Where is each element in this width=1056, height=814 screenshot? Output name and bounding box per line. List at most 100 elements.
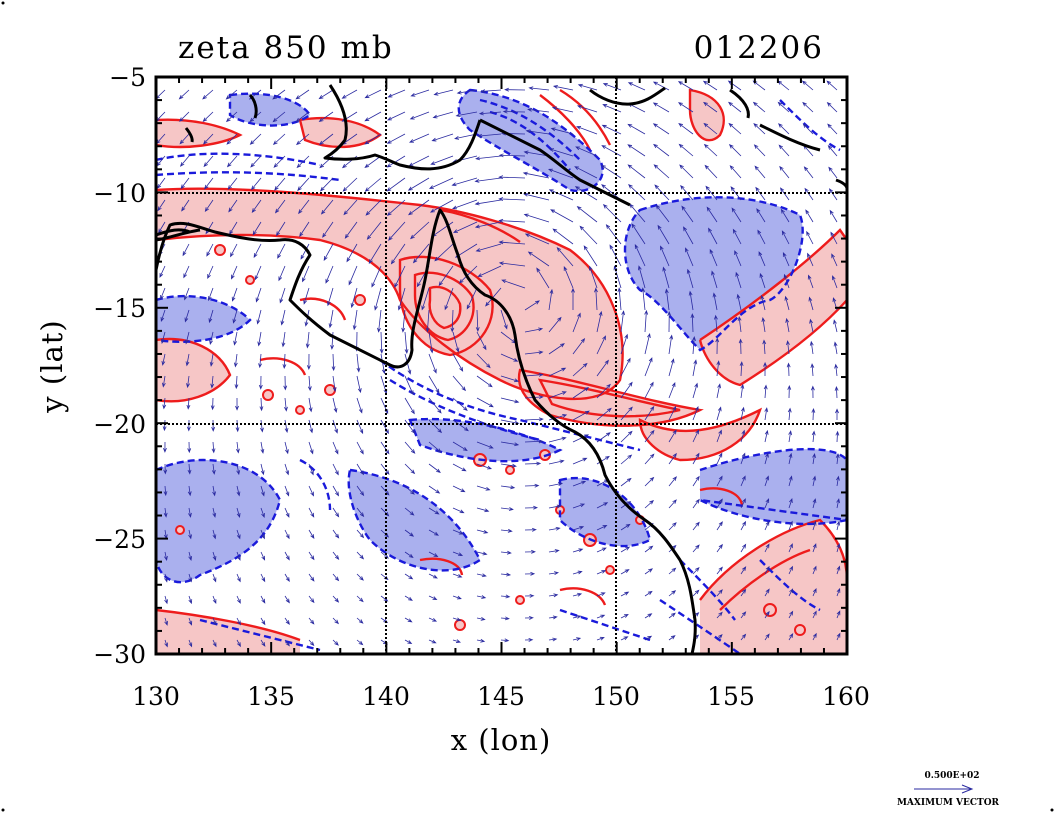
wind-vector-arrow (498, 261, 526, 267)
wind-vector-arrow (779, 165, 790, 179)
wind-vector-arrow (787, 385, 792, 399)
wind-vector-arrow (260, 639, 266, 647)
wind-vector-arrow (716, 498, 723, 509)
wind-vector-arrow (236, 617, 241, 626)
wind-vector-arrow (500, 616, 510, 621)
wind-vector-arrow (524, 350, 544, 355)
wind-vector-arrow (283, 375, 288, 391)
wind-vector-arrow (308, 595, 315, 604)
wind-vector-arrow (407, 177, 430, 191)
wind-vector-arrow (644, 332, 651, 355)
wind-vector-arrow (524, 571, 536, 576)
wind-vector-arrow (596, 502, 609, 509)
wind-vector-arrow (668, 452, 677, 465)
wind-vector-arrow (740, 543, 747, 553)
wind-vector-arrow (524, 233, 550, 245)
wind-vector-arrow (163, 441, 167, 453)
wind-vector-arrow (627, 123, 646, 135)
wind-vector-arrow (803, 166, 814, 179)
wind-vector-arrow (255, 287, 262, 303)
wind-vector-arrow (740, 520, 747, 531)
wind-vector-arrow (831, 253, 838, 267)
x-tick-label: 155 (707, 682, 755, 711)
wind-vector-arrow (277, 243, 286, 259)
wind-vector-arrow (667, 311, 672, 333)
wind-vector-arrow (500, 463, 517, 468)
wind-vector-arrow (485, 287, 502, 307)
wind-vector-arrow (686, 268, 694, 289)
wind-vector-arrow (548, 414, 568, 421)
wind-vector-arrow (498, 175, 526, 180)
wind-vector-arrow (397, 287, 406, 311)
wind-vector-arrow (428, 441, 442, 453)
wind-vector-arrow (188, 617, 193, 626)
wind-vector-arrow (788, 543, 793, 553)
wind-vector-arrow (404, 419, 416, 434)
wind-vector-arrow (226, 155, 238, 168)
wind-vector-arrow (668, 382, 676, 399)
wind-vector-arrow (575, 146, 598, 157)
wind-vector-arrow (250, 155, 262, 168)
wind-vector-arrow (256, 309, 262, 325)
wind-vector-arrow (500, 572, 512, 577)
wind-vector-arrow (235, 441, 240, 454)
wind-vector-arrow (181, 199, 190, 212)
wind-vector-arrow (228, 199, 238, 213)
wind-vector-arrow (692, 382, 699, 399)
wind-vector-arrow (836, 543, 841, 553)
wind-vector-arrow (830, 231, 838, 245)
wind-vector-arrow (602, 104, 622, 113)
wind-vector-arrow (728, 143, 742, 157)
wind-vector-arrow (804, 187, 814, 201)
wind-vector-arrow (716, 634, 723, 641)
wind-vector-arrow (308, 573, 315, 582)
wind-vector-arrow (307, 375, 312, 392)
wind-vector-arrow (662, 266, 670, 289)
wind-vector-arrow (428, 639, 437, 644)
wind-vector-arrow (364, 155, 382, 169)
wind-vector-arrow (188, 551, 193, 561)
wind-vector-arrow (428, 485, 441, 494)
wind-vector-arrow (332, 551, 340, 560)
y-axis-label: y (lat) (35, 319, 69, 413)
wind-vector-arrow (668, 429, 677, 443)
wind-vector-arrow (716, 383, 722, 399)
wind-vector-arrow (456, 89, 478, 95)
wind-vector-arrow (231, 265, 238, 280)
wind-vector-arrow (833, 341, 838, 355)
wind-vector-arrow (831, 275, 838, 289)
wind-vector-arrow (453, 221, 478, 233)
wind-vector-arrow (644, 405, 655, 421)
wind-vector-arrow (759, 272, 766, 289)
wind-vector-arrow (387, 89, 406, 98)
wind-vector-arrow (500, 507, 514, 511)
wind-vector-arrow (524, 327, 544, 333)
wind-vector-arrow (644, 357, 653, 377)
wind-vector-arrow (284, 463, 290, 476)
wind-vector-arrow (548, 367, 567, 377)
wind-vector-arrow (284, 551, 290, 561)
wind-vector-arrow (810, 385, 815, 399)
wind-vector-arrow (475, 243, 502, 252)
wind-vector-arrow (342, 177, 358, 192)
wind-vector-arrow (280, 309, 286, 326)
wind-vector-arrow (764, 475, 770, 487)
wind-vector-arrow (188, 529, 192, 540)
wind-vector-arrow (500, 485, 516, 490)
wind-vector-arrow (596, 407, 612, 421)
wind-vector-arrow (572, 312, 581, 333)
wind-vector-arrow (476, 551, 488, 556)
wind-vector-arrow (644, 613, 653, 619)
wind-vector-arrow (260, 573, 266, 583)
wind-vector-arrow (404, 617, 413, 623)
wind-vector-arrow (428, 617, 438, 622)
wind-vector-arrow (356, 463, 365, 476)
wind-vector-arrow (380, 529, 390, 538)
wind-vector-arrow (305, 331, 310, 349)
wind-vector-arrow (278, 265, 286, 282)
wind-vector-arrow (692, 359, 698, 377)
wind-vector-arrow (740, 406, 745, 421)
wind-vector-arrow (692, 544, 700, 553)
wind-vector-arrow (428, 375, 440, 394)
wind-vector-arrow (716, 543, 723, 553)
